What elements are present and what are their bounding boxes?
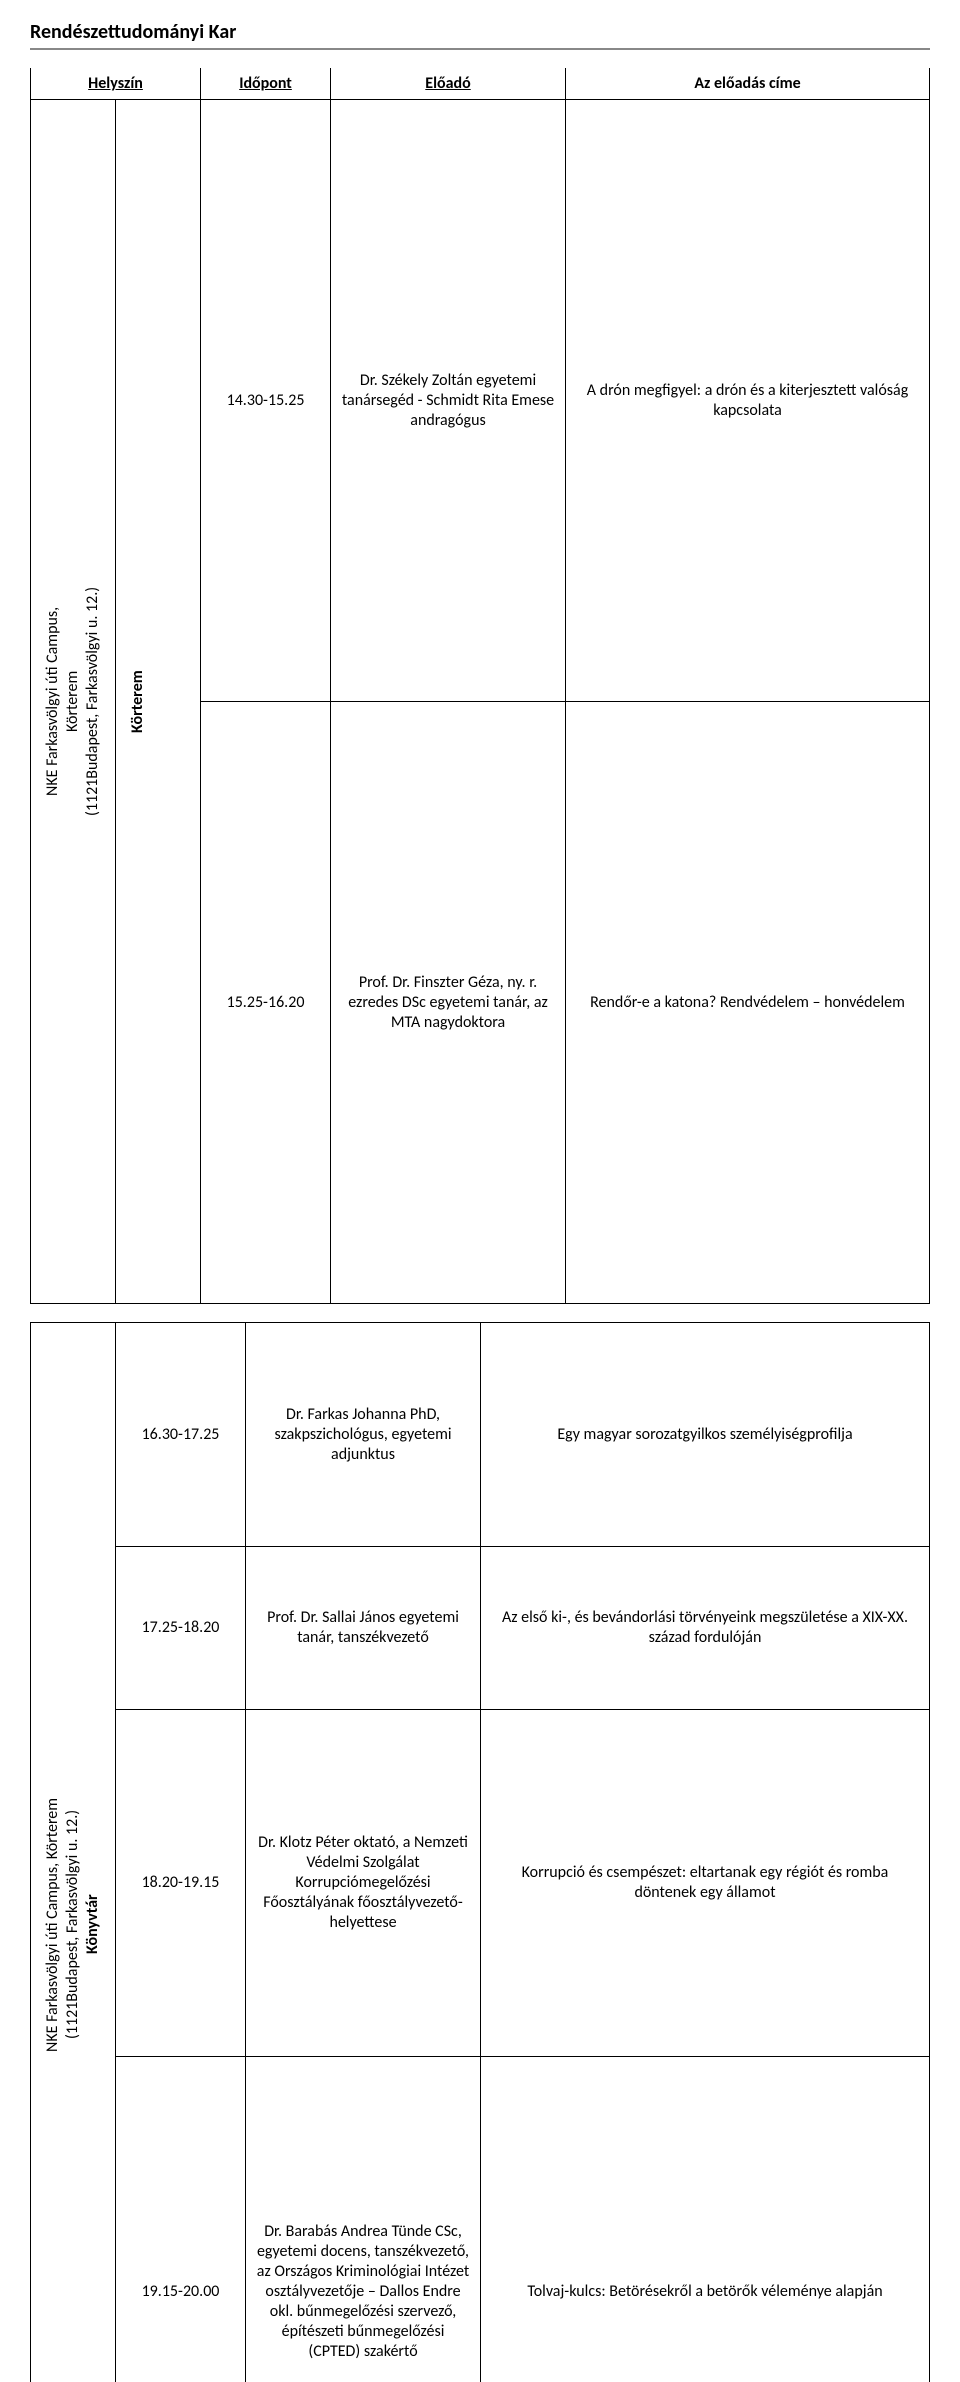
time-cell: 16.30-17.25 xyxy=(116,1323,246,1547)
time-cell: 19.15-20.00 xyxy=(116,2057,246,2382)
schedule-block-2: NKE Farkasvölgyi úti Campus, Körterem (1… xyxy=(30,1322,930,2382)
header-location: Helyszín xyxy=(31,68,201,100)
schedule-block-1: Helyszín Időpont Előadó Az előadás címe … xyxy=(30,68,930,1304)
title-cell: Egy magyar sorozatgyilkos személyiségpro… xyxy=(481,1323,930,1547)
schedule-table-1: Helyszín Időpont Előadó Az előadás címe … xyxy=(30,68,930,1304)
speaker-cell: Dr. Barabás Andrea Tünde CSc, egyetemi d… xyxy=(246,2057,481,2382)
time-cell: 17.25-18.20 xyxy=(116,1547,246,1710)
header-title: Az előadás címe xyxy=(566,68,930,100)
location-inner-text: Körterem xyxy=(124,106,152,1297)
speaker-cell: Prof. Dr. Finszter Géza, ny. r. ezredes … xyxy=(331,702,566,1304)
speaker-cell: Dr. Farkas Johanna PhD, szakpszichológus… xyxy=(246,1323,481,1547)
title-cell: Korrupció és csempészet: eltartanak egy … xyxy=(481,1709,930,2056)
time-cell: 15.25-16.20 xyxy=(201,702,331,1304)
schedule-table-2: NKE Farkasvölgyi úti Campus, Körterem (1… xyxy=(30,1322,930,2382)
time-cell: 14.30-15.25 xyxy=(201,100,331,702)
table-row: 17.25-18.20 Prof. Dr. Sallai János egyet… xyxy=(31,1547,930,1710)
speaker-cell: Dr. Székely Zoltán egyetemi tanársegéd -… xyxy=(331,100,566,702)
page-title: Rendészettudományi Kar xyxy=(30,20,930,50)
header-time: Időpont xyxy=(201,68,331,100)
title-cell: Tolvaj-kulcs: Betörésekről a betörők vél… xyxy=(481,2057,930,2382)
speaker-cell: Dr. Klotz Péter oktató, a Nemzeti Védelm… xyxy=(246,1709,481,2056)
location-text: NKE Farkasvölgyi úti Campus, Körterem (1… xyxy=(39,1329,107,2382)
header-speaker: Előadó xyxy=(331,68,566,100)
location-cell: NKE Farkasvölgyi úti Campus, Körterem (1… xyxy=(31,1323,116,2382)
location-outer-text: NKE Farkasvölgyi úti Campus, Körterem (1… xyxy=(39,106,107,1297)
title-cell: A drón megfigyel: a drón és a kiterjeszt… xyxy=(566,100,930,702)
table-header-row: Helyszín Időpont Előadó Az előadás címe xyxy=(31,68,930,100)
title-cell: Az első ki-, és bevándorlási törvényeink… xyxy=(481,1547,930,1710)
title-cell: Rendőr-e a katona? Rendvédelem – honvéde… xyxy=(566,702,930,1304)
table-row: NKE Farkasvölgyi úti Campus, Körterem (1… xyxy=(31,100,930,702)
table-row: NKE Farkasvölgyi úti Campus, Körterem (1… xyxy=(31,1323,930,1547)
time-cell: 18.20-19.15 xyxy=(116,1709,246,2056)
location-inner-cell: Körterem xyxy=(116,100,201,1304)
location-outer-cell: NKE Farkasvölgyi úti Campus, Körterem (1… xyxy=(31,100,116,1304)
table-row: 18.20-19.15 Dr. Klotz Péter oktató, a Ne… xyxy=(31,1709,930,2056)
table-row: 19.15-20.00 Dr. Barabás Andrea Tünde CSc… xyxy=(31,2057,930,2382)
speaker-cell: Prof. Dr. Sallai János egyetemi tanár, t… xyxy=(246,1547,481,1710)
